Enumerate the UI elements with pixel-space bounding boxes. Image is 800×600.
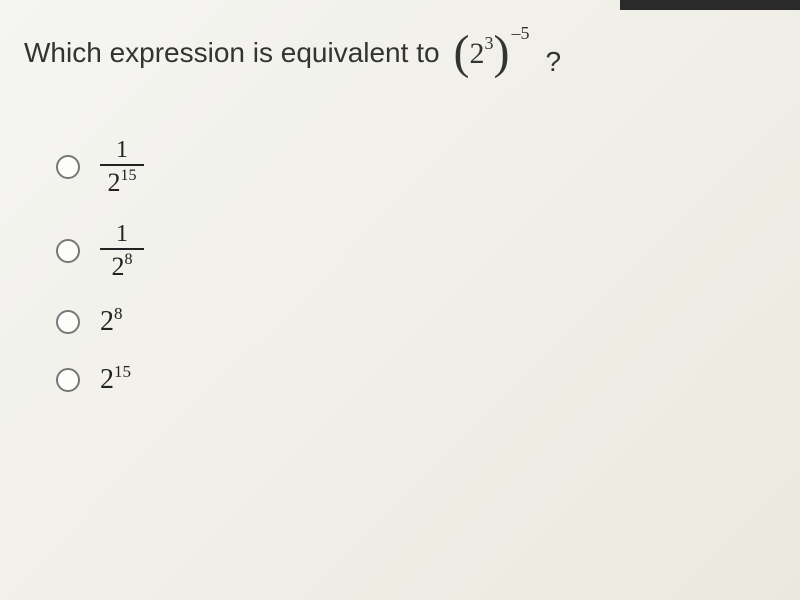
inner-power: 2 3 xyxy=(470,29,494,71)
question-text-row: Which expression is equivalent to ( 2 3 … xyxy=(24,28,776,78)
option-2-denominator: 2 8 xyxy=(108,250,137,280)
question-mark: ? xyxy=(546,28,562,78)
option-4-base: 2 xyxy=(100,364,114,396)
option-2-math: 1 2 8 xyxy=(100,222,144,280)
expr-base: 2 xyxy=(470,37,485,71)
option-4[interactable]: 2 15 xyxy=(56,364,776,396)
option-2[interactable]: 1 2 8 xyxy=(56,222,776,280)
question-container: Which expression is equivalent to ( 2 3 … xyxy=(0,0,800,424)
option-1-den-exp: 15 xyxy=(121,168,137,184)
option-3-exp: 8 xyxy=(114,304,123,324)
radio-icon[interactable] xyxy=(56,155,80,179)
option-3-base: 2 xyxy=(100,306,114,338)
question-prompt: Which expression is equivalent to xyxy=(24,37,440,69)
option-1[interactable]: 1 2 15 xyxy=(56,138,776,196)
option-2-numerator: 1 xyxy=(112,222,132,248)
option-1-math: 1 2 15 xyxy=(100,138,144,196)
option-4-power: 2 15 xyxy=(100,364,131,396)
radio-icon[interactable] xyxy=(56,368,80,392)
expr-inner-exponent: 3 xyxy=(485,33,494,54)
option-4-exp: 15 xyxy=(114,362,131,382)
window-top-edge xyxy=(620,0,800,10)
radio-icon[interactable] xyxy=(56,310,80,334)
option-1-denominator: 2 15 xyxy=(104,166,141,196)
option-2-den-base: 2 xyxy=(112,254,125,280)
left-paren: ( xyxy=(454,29,470,77)
option-3-power: 2 8 xyxy=(100,306,123,338)
option-4-math: 2 15 xyxy=(100,364,131,396)
option-3-math: 2 8 xyxy=(100,306,123,338)
question-math-expression: ( 2 3 ) –5 xyxy=(454,29,530,77)
options-list: 1 2 15 1 2 8 xyxy=(24,138,776,396)
right-paren: ) xyxy=(494,29,510,77)
option-1-fraction: 1 2 15 xyxy=(100,138,144,196)
radio-icon[interactable] xyxy=(56,239,80,263)
option-3[interactable]: 2 8 xyxy=(56,306,776,338)
option-2-fraction: 1 2 8 xyxy=(100,222,144,280)
option-2-den-exp: 8 xyxy=(125,252,133,268)
option-1-numerator: 1 xyxy=(112,138,132,164)
expr-outer-exponent: –5 xyxy=(512,23,530,44)
option-1-den-base: 2 xyxy=(108,170,121,196)
